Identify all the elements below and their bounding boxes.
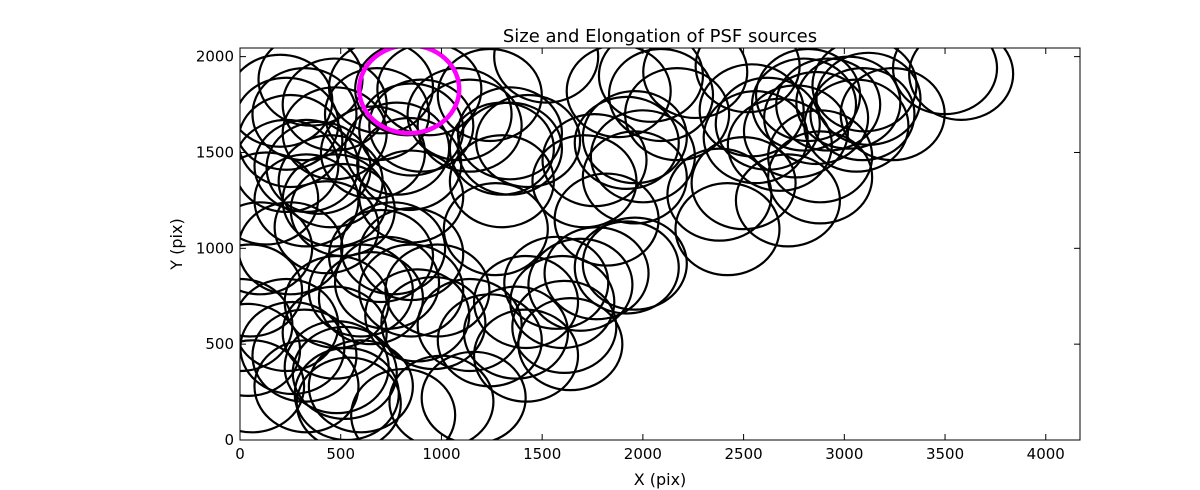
- psf-source-ellipse: [589, 109, 696, 204]
- psf-source-ellipse: [376, 48, 483, 137]
- psf-source-ellipse: [565, 48, 672, 139]
- psf-source-ellipse: [456, 86, 564, 181]
- x-tick-label: 500: [326, 445, 355, 463]
- y-axis: 0 500 1000 1500 2000: [196, 48, 1080, 449]
- plot-area: [240, 48, 1015, 440]
- psf-source-ellipse: [240, 339, 306, 434]
- psf-source-ellipse: [509, 254, 616, 350]
- psf-source-ellipse: [908, 48, 1015, 121]
- psf-source-ellipse: [472, 254, 580, 350]
- psf-source-ellipse: [891, 48, 999, 116]
- psf-source-ellipse: [358, 149, 465, 244]
- psf-source-ellipse: [803, 78, 910, 173]
- psf-source-ellipse: [358, 243, 465, 338]
- psf-source-ellipse: [240, 243, 304, 338]
- psf-source-ellipse: [573, 95, 680, 190]
- y-tick-label: 0: [224, 431, 234, 449]
- psf-source-ellipse: [240, 93, 344, 189]
- psf-source-ellipse: [809, 67, 916, 162]
- psf-source-ellipse: [742, 84, 850, 179]
- psf-source-ellipse: [581, 90, 688, 185]
- psf-source-ellipse: [291, 325, 398, 421]
- psf-source-ellipse: [295, 356, 402, 440]
- psf-source-ellipse: [364, 268, 471, 363]
- psf-source-ellipse: [642, 48, 749, 120]
- psf-source-ellipse: [368, 78, 475, 173]
- y-axis-label: Y (pix): [167, 218, 186, 270]
- x-tick-label: 3500: [926, 445, 964, 463]
- psf-source-ellipse: [416, 277, 523, 373]
- psf-source-ellipse: [573, 220, 680, 315]
- x-axis-label: X (pix): [634, 470, 687, 489]
- psf-source-ellipse: [436, 48, 543, 143]
- psf-source-ellipse: [517, 297, 624, 392]
- psf-source-ellipse: [767, 130, 874, 225]
- psf-source-ellipse: [726, 97, 833, 192]
- psf-source-ellipse: [281, 153, 388, 248]
- psf-source-ellipse: [543, 226, 650, 321]
- highlighted-source-ellipse: [356, 48, 462, 136]
- x-tick-label: 2500: [725, 445, 763, 463]
- x-tick-label: 1000: [422, 445, 460, 463]
- psf-source-ellipse: [511, 279, 618, 375]
- psf-source-ellipse: [581, 130, 688, 225]
- psf-source-ellipse: [750, 57, 858, 152]
- psf-source-ellipse: [581, 216, 688, 311]
- psf-source-ellipse: [456, 101, 564, 196]
- psf-source-ellipse: [240, 151, 320, 246]
- psf-source-ellipse: [474, 93, 582, 189]
- psf-source-ellipse: [472, 308, 580, 403]
- y-tick-label: 500: [205, 335, 234, 353]
- x-axis: 0 500 1000 1500 2000 2500 3000 3500 4000: [235, 48, 1065, 463]
- psf-source-ellipse: [775, 57, 882, 152]
- psf-source-ellipse: [317, 251, 425, 346]
- psf-source-ellipse: [503, 235, 610, 330]
- x-tick-label: 0: [235, 445, 245, 463]
- plot-frame: [239, 47, 1081, 441]
- psf-source-ellipse: [815, 51, 922, 146]
- psf-source-ellipse: [307, 339, 414, 434]
- x-tick-label: 2000: [624, 445, 662, 463]
- psf-source-ellipse: [624, 67, 731, 162]
- psf-source-ellipse: [493, 48, 600, 104]
- psf-source-ellipse: [734, 153, 842, 248]
- psf-source-ellipse: [527, 237, 634, 332]
- psf-source-ellipse: [323, 67, 431, 162]
- x-tick-label: 1500: [523, 445, 561, 463]
- psf-source-ellipse: [462, 285, 570, 380]
- psf-source-ellipse: [436, 293, 543, 388]
- psf-source-ellipse: [416, 78, 523, 173]
- y-tick-label: 1500: [196, 143, 234, 161]
- psf-source-ellipse: [442, 182, 549, 277]
- psf-source-ellipse: [327, 208, 435, 304]
- chart-title: Size and Elongation of PSF sources: [503, 26, 817, 47]
- psf-source-ellipse: [607, 48, 715, 143]
- y-tick-label: 1000: [196, 239, 234, 257]
- y-tick-label: 2000: [196, 48, 234, 66]
- psf-source-ellipse: [674, 182, 781, 277]
- psf-source-ellipse: [763, 70, 870, 166]
- psf-source-ellipse: [597, 48, 705, 123]
- psf-source-ellipse: [811, 48, 918, 133]
- psf-source-ellipse: [358, 206, 465, 302]
- x-tick-label: 3000: [825, 445, 863, 463]
- x-tick-label: 4000: [1027, 445, 1065, 463]
